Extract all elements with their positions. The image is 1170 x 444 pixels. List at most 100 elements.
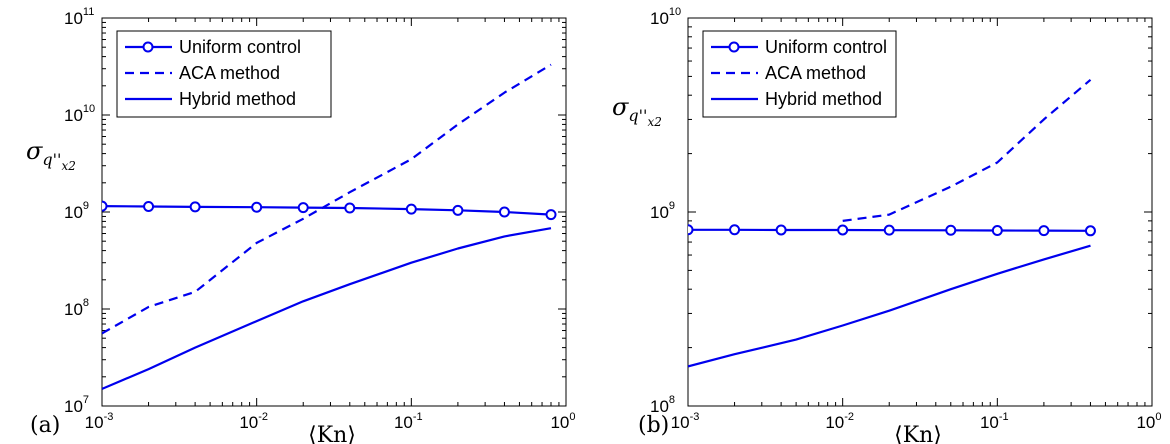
y-tick-label: 1010: [650, 6, 681, 28]
y-tick-label: 107: [64, 394, 89, 416]
y-label-symbol: σ: [612, 93, 629, 121]
series-group: [102, 63, 557, 390]
x-tick-label: 10-3: [671, 411, 700, 432]
panel-label: (b): [638, 413, 669, 438]
x-tick-label: 100: [550, 411, 575, 432]
y-tick-label: 1010: [64, 103, 95, 125]
x-axis-label: ⟨Kn⟩: [308, 423, 356, 444]
y-tick-exponent: 10: [83, 103, 95, 115]
data-point: [251, 201, 263, 213]
legend-label: Uniform control: [765, 37, 887, 57]
x-tick-base: 10: [980, 413, 999, 432]
y-label-subsubscript: x2: [61, 159, 75, 173]
x-tick-exponent: -3: [104, 411, 114, 423]
y-tick-exponent: 8: [83, 297, 89, 309]
y-tick-exponent: 8: [669, 394, 675, 406]
data-point: [775, 224, 787, 236]
legend: Uniform control ACA method Hybrid method: [702, 30, 897, 118]
x-tick-exponent: -2: [844, 411, 854, 423]
data-point: [344, 202, 356, 214]
series-line-hybrid-method: [688, 244, 1091, 368]
x-tick-base: 10: [85, 413, 104, 432]
series-group: [688, 78, 1096, 368]
data-point: [688, 224, 694, 236]
data-point: [945, 224, 957, 236]
x-tick-exponent: -2: [258, 411, 268, 423]
data-point: [452, 204, 464, 216]
series-line-aca-method: [102, 63, 552, 335]
legend-label: Hybrid method: [765, 89, 882, 109]
y-tick-base: 10: [650, 203, 669, 222]
y-tick-exponent: 9: [83, 200, 89, 212]
series-line-uniform-control: [102, 205, 552, 216]
x-tick-label: 10-3: [85, 411, 114, 432]
x-tick-label: 10-2: [825, 411, 854, 432]
x-tick-base: 10: [1136, 413, 1155, 432]
y-label-symbol: σ: [26, 137, 43, 165]
y-tick-label: 1011: [64, 6, 94, 28]
data-point: [883, 224, 895, 236]
y-tick-label: 108: [64, 297, 89, 319]
legend-label: ACA method: [179, 63, 280, 83]
y-tick-label: 108: [650, 394, 675, 416]
x-tick-exponent: 0: [569, 411, 575, 423]
data-point: [1084, 225, 1096, 237]
x-tick-base: 10: [825, 413, 844, 432]
series-line-hybrid-method: [102, 227, 552, 390]
data-point: [729, 224, 741, 236]
x-tick-exponent: -1: [413, 411, 423, 423]
y-axis-label: σq''x2: [612, 93, 662, 129]
legend-marker: [728, 41, 740, 53]
chart-panel-1: 10-3 10-2 10-1 10010710810910101011Uniform …: [26, 6, 576, 444]
data-point: [991, 224, 1003, 236]
x-tick-base: 10: [394, 413, 413, 432]
legend-label: Hybrid method: [179, 89, 296, 109]
legend: Uniform control ACA method Hybrid method: [116, 30, 332, 118]
x-tick-base: 10: [550, 413, 569, 432]
data-point: [1038, 225, 1050, 237]
data-point: [102, 200, 108, 212]
y-tick-label: 109: [650, 200, 675, 222]
y-tick-base: 10: [64, 106, 83, 125]
data-point: [545, 209, 557, 221]
panel-label: (a): [30, 413, 60, 438]
y-tick-base: 10: [64, 9, 83, 28]
x-tick-label: 10-1: [394, 411, 423, 432]
x-tick-label: 100: [1136, 411, 1161, 432]
y-label-subsubscript: x2: [647, 115, 661, 129]
y-tick-exponent: 10: [669, 6, 681, 18]
x-axis-label: ⟨Kn⟩: [894, 423, 942, 444]
y-label-subscript: q'': [42, 150, 61, 169]
y-label-subscript: q'': [628, 106, 647, 125]
x-tick-label: 10-2: [239, 411, 268, 432]
y-tick-exponent: 11: [83, 6, 94, 18]
data-point: [189, 201, 201, 213]
x-tick-label: 10-1: [980, 411, 1009, 432]
x-tick-exponent: -3: [690, 411, 700, 423]
y-tick-base: 10: [64, 300, 83, 319]
x-axis: 10-3 10-2 10-1 100: [85, 18, 576, 432]
legend-label: ACA method: [765, 63, 866, 83]
series-line-aca-method: [842, 78, 1092, 222]
data-point: [837, 224, 849, 236]
y-tick-base: 10: [64, 397, 83, 416]
y-tick-base: 10: [64, 203, 83, 222]
x-tick-exponent: -1: [999, 411, 1009, 423]
x-tick-base: 10: [239, 413, 258, 432]
y-tick-base: 10: [650, 9, 669, 28]
y-axis-label: σq''x2: [26, 137, 76, 173]
legend-marker: [142, 41, 154, 53]
data-point: [498, 206, 510, 218]
y-tick-base: 10: [650, 397, 669, 416]
x-axis: 10-3 10-2 10-1 100: [671, 18, 1162, 432]
y-tick-exponent: 7: [83, 394, 89, 406]
data-point: [405, 203, 417, 215]
data-point: [143, 200, 155, 212]
legend-label: Uniform control: [179, 37, 301, 57]
y-tick-exponent: 9: [669, 200, 675, 212]
x-tick-exponent: 0: [1155, 411, 1161, 423]
